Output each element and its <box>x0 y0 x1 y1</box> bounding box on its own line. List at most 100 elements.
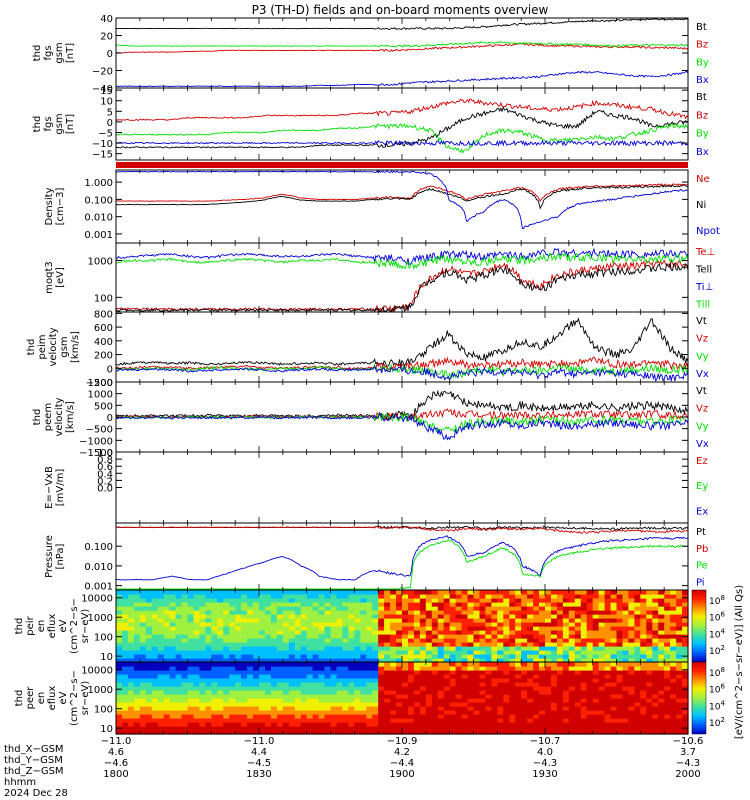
spectrogram-cell <box>342 706 349 711</box>
spectrogram-cell <box>247 610 254 615</box>
spectrogram-cell <box>324 682 332 687</box>
spectrogram-cell <box>175 662 183 667</box>
spectrogram-cell <box>670 698 677 703</box>
spectrogram-cell <box>509 682 516 687</box>
spectrogram-cell <box>545 590 552 595</box>
spectrogram-cell <box>408 702 415 707</box>
spectrogram-cell <box>443 722 451 727</box>
spectrogram-cell <box>556 594 564 599</box>
spectrogram-cell <box>312 674 320 679</box>
spectrogram-cell <box>676 594 683 599</box>
spectrogram-cell <box>217 622 224 627</box>
spectrogram-cell <box>616 718 624 723</box>
spectrogram-cell <box>682 594 689 599</box>
spectrogram-cell <box>127 666 135 671</box>
y-tick-label: 0.8 <box>97 455 113 466</box>
spectrogram-cell <box>610 702 618 707</box>
spectrogram-cell <box>586 686 594 691</box>
x-tick-label-gsm-z: −4.6 <box>104 758 128 769</box>
spectrogram-cell <box>676 614 683 619</box>
spectrogram-cell <box>265 630 272 635</box>
spectrogram-cell <box>634 598 641 603</box>
spectrogram-cell <box>122 618 129 623</box>
spectrogram-cell <box>116 650 123 655</box>
spectrogram-cell <box>628 654 635 659</box>
spectrogram-cell <box>425 694 433 699</box>
spectrogram-cell <box>473 718 481 723</box>
spectrogram-cell <box>253 610 260 615</box>
spectrogram-cell <box>515 666 522 671</box>
spectrogram-cell <box>294 706 302 711</box>
y-axis-label: (cm^2−s− <box>69 670 80 726</box>
spectrogram-cell <box>431 610 439 615</box>
spectrogram-cell <box>300 654 308 659</box>
spectrogram-cell <box>342 730 349 735</box>
spectrogram-cell <box>479 718 487 723</box>
spectrogram-cell <box>265 698 272 703</box>
spectrogram-cell <box>330 694 338 699</box>
spectrogram-cell <box>485 658 492 663</box>
x-tick-label-gsm-z: −4.3 <box>533 758 557 769</box>
spectrogram-cell <box>443 726 451 731</box>
spectrogram-cell <box>151 658 159 663</box>
y-axis-label: gsm <box>54 42 65 63</box>
spectrogram-cell <box>288 622 296 627</box>
spectrogram-cell <box>682 698 689 703</box>
spectrogram-cell <box>253 686 260 691</box>
spectrogram-cell <box>193 710 201 715</box>
spectrogram-cell <box>247 694 254 699</box>
spectrogram-cell <box>294 662 302 667</box>
spectrogram-cell <box>354 602 361 607</box>
y-axis-label: fgs <box>43 116 54 131</box>
spectrogram-cell <box>265 638 272 643</box>
spectrogram-cell <box>372 614 379 619</box>
spectrogram-cell <box>652 702 659 707</box>
spectrogram-cell <box>682 618 689 623</box>
spectrogram-cell <box>622 726 630 731</box>
spectrogram-cell <box>294 642 302 647</box>
spectrogram-cell <box>479 610 487 615</box>
spectrogram-cell <box>306 626 314 631</box>
spectrogram-cell <box>378 606 385 611</box>
spectrogram-cell <box>127 702 135 707</box>
spectrogram-cell <box>163 642 171 647</box>
spectrogram-cell <box>247 602 254 607</box>
spectrogram-cell <box>223 678 230 683</box>
spectrogram-cell <box>586 650 594 655</box>
spectrogram-cell <box>574 718 582 723</box>
y-tick-label: 0.001 <box>84 582 113 593</box>
spectrogram-cell <box>384 730 391 735</box>
spectrogram-cell <box>253 678 260 683</box>
spectrogram-cell <box>193 650 201 655</box>
spectrogram-cell <box>336 666 344 671</box>
spectrogram-cell <box>259 598 266 603</box>
y-tick-label: 0 <box>107 364 113 375</box>
spectrogram-cell <box>133 678 141 683</box>
spectrogram-cell <box>586 702 594 707</box>
spectrogram-cell <box>276 598 284 603</box>
spectrogram-cell <box>670 594 677 599</box>
spectrogram-cell <box>682 638 689 643</box>
spectrogram-cell <box>515 658 522 663</box>
spectrogram-cell <box>127 662 135 667</box>
x-tick-label-gsm-z: −4.5 <box>247 758 271 769</box>
series-line-Till <box>115 252 689 271</box>
spectrogram-cell <box>604 654 612 659</box>
spectrogram-cell <box>461 694 469 699</box>
spectrogram-cell <box>586 634 594 639</box>
spectrogram-cell <box>241 698 248 703</box>
spectrogram-cell <box>676 598 683 603</box>
spectrogram-cell <box>300 630 308 635</box>
spectrogram-cell <box>342 618 349 623</box>
spectrogram-cell <box>384 614 391 619</box>
spectrogram-cell <box>157 626 165 631</box>
spectrogram-cell <box>419 666 427 671</box>
spectrogram-cell <box>467 694 475 699</box>
spectrogram-cell <box>461 678 469 683</box>
spectrogram-cell <box>217 626 224 631</box>
spectrogram-cell <box>419 714 427 719</box>
spectrogram-cell <box>556 654 564 659</box>
spectrogram-cell <box>539 630 546 635</box>
spectrogram-cell <box>568 602 576 607</box>
spectrogram-cell <box>527 610 534 615</box>
